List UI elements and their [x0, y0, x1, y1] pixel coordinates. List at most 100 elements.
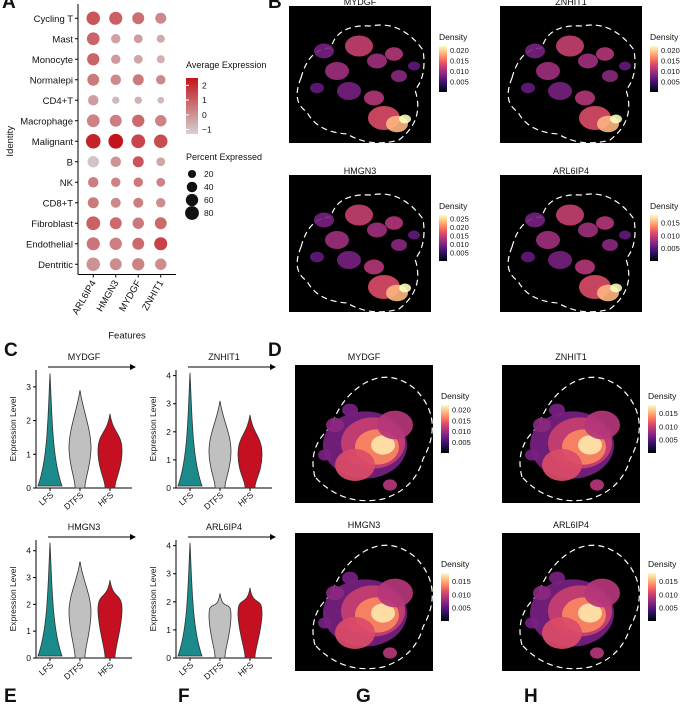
- dotplot-color-legend-title: Average Expression: [186, 60, 266, 70]
- dotplot-dot: [108, 133, 124, 149]
- dotplot-identity-label: Cycling T: [34, 14, 74, 25]
- dotplot-dot: [88, 177, 99, 188]
- violin-y-tick-label: 2: [166, 597, 171, 607]
- violin-shape: [177, 372, 203, 487]
- violin-panel-c: MYDGF 0 1 2 3 Expression Level LFS DTFS HFS ZNHIT…: [8, 352, 276, 682]
- violin-y-axis-title: Expression Level: [148, 567, 158, 632]
- density-b-title: ARL6IP4: [553, 166, 589, 176]
- dotplot-identity-label: Mast: [52, 34, 73, 45]
- dotplot-dot: [86, 32, 100, 46]
- density-b-blob: [525, 43, 545, 59]
- density-panel-b: MYDGFDensity0.0200.0150.0100.005ZNHIT1De…: [289, 0, 680, 313]
- panel-label-f: F: [178, 686, 190, 707]
- density-d-blob: [342, 403, 358, 417]
- density-b-blob: [364, 90, 384, 106]
- dotplot-color-legend-label: 1: [202, 95, 207, 105]
- density-b-blob: [385, 216, 403, 230]
- dotplot-size-legend-label: 60: [204, 195, 214, 205]
- density-d-blob: [542, 617, 582, 649]
- density-b-outline: [296, 24, 425, 144]
- density-b-legend-label: 0.010: [661, 231, 680, 240]
- density-b-legend-label: 0.005: [450, 248, 469, 257]
- density-b-legend-label: 0.005: [661, 78, 680, 87]
- violin-y-axis-title: Expression Level: [148, 397, 158, 462]
- density-b-blob: [337, 82, 361, 100]
- violin-trend-arrow-head: [270, 534, 276, 540]
- dotplot-dot: [132, 156, 144, 168]
- violin-group-label: DTFS: [202, 490, 226, 512]
- violin-shape: [208, 400, 232, 489]
- density-b-blob: [578, 53, 598, 69]
- density-b-blob: [521, 82, 535, 94]
- dotplot-x-axis-title: Features: [108, 331, 146, 341]
- violin-y-tick-label: 4: [166, 371, 171, 381]
- dotplot-dot: [109, 258, 122, 271]
- density-d-blob: [383, 647, 397, 659]
- violin-group-label: HFS: [96, 490, 116, 509]
- dotplot-dot: [86, 237, 100, 251]
- dotplot-y-axis-title: Identity: [5, 126, 16, 157]
- density-d-legend-bar: [441, 405, 449, 453]
- density-b-blob: [596, 47, 614, 61]
- violin-title: ZNHIT1: [208, 352, 240, 362]
- violin-shape: [68, 561, 92, 659]
- dotplot-size-legend-dot: [185, 206, 199, 220]
- dotplot-dot: [133, 34, 143, 44]
- dotplot-size-legend-label: 80: [204, 208, 214, 218]
- dotplot-identity-label: B: [67, 157, 73, 168]
- violin-trend-arrow-head: [130, 364, 136, 370]
- density-b-outline: [507, 24, 636, 144]
- density-d-legend-label: 0.015: [659, 577, 678, 586]
- violin-y-tick-label: 3: [26, 573, 31, 583]
- dotplot-dot: [109, 11, 123, 25]
- density-d-blob: [584, 578, 620, 608]
- density-b-blob: [408, 230, 420, 240]
- density-b-blob: [391, 70, 407, 82]
- density-b-blob: [602, 239, 618, 251]
- dotplot-dot: [86, 216, 101, 231]
- dotplot-dot: [111, 34, 121, 44]
- violin-trend-arrow-head: [130, 534, 136, 540]
- density-d-title: ZNHIT1: [555, 352, 587, 362]
- density-b-blob: [310, 82, 324, 94]
- density-d-blob: [335, 449, 375, 481]
- density-b-blob: [408, 61, 420, 71]
- density-b-title: HMGN3: [344, 166, 377, 176]
- violin-y-tick-label: 1: [166, 455, 171, 465]
- dotplot-dot: [133, 54, 143, 64]
- density-b-blob: [575, 259, 595, 275]
- dotplot-dot: [86, 257, 100, 271]
- density-b-legend-title: Density: [439, 32, 468, 42]
- dotplot-identity-label: NK: [60, 178, 74, 189]
- dotplot-dot: [110, 74, 121, 85]
- dotplot-size-legend-label: 40: [204, 182, 214, 192]
- density-b-blob: [367, 222, 387, 238]
- dotplot-dot: [154, 217, 167, 230]
- density-d-blob: [584, 410, 620, 440]
- violin-y-tick-label: 0: [26, 653, 31, 663]
- violin-group-label: LFS: [37, 660, 56, 678]
- dotplot-dot: [86, 11, 100, 25]
- dotplot-identity-label: Dentritic: [38, 260, 73, 271]
- density-b-legend-label: 0.015: [450, 231, 469, 240]
- density-d-blob: [318, 617, 332, 629]
- violin-y-tick-label: 1: [26, 626, 31, 636]
- violin-shape: [68, 390, 92, 489]
- density-b-blob: [610, 114, 622, 124]
- density-b-blob: [619, 230, 631, 240]
- density-b-blob: [521, 251, 535, 263]
- violin-y-tick-label: 3: [26, 382, 31, 392]
- violin-y-tick-label: 4: [166, 541, 171, 551]
- density-d-blob: [371, 603, 395, 623]
- violin-y-tick-label: 4: [26, 546, 31, 556]
- density-d-title: HMGN3: [348, 520, 381, 530]
- dotplot-identity-label: Malignant: [32, 137, 74, 148]
- density-d-blob: [533, 417, 551, 433]
- density-b-blob: [578, 222, 598, 238]
- violin-title: ARL6IP4: [206, 522, 242, 532]
- violin-shape: [37, 542, 63, 657]
- density-b-legend-label: 0.020: [661, 46, 680, 55]
- density-b-blob: [314, 212, 334, 228]
- density-b-blob: [364, 259, 384, 275]
- density-d-blob: [371, 435, 395, 455]
